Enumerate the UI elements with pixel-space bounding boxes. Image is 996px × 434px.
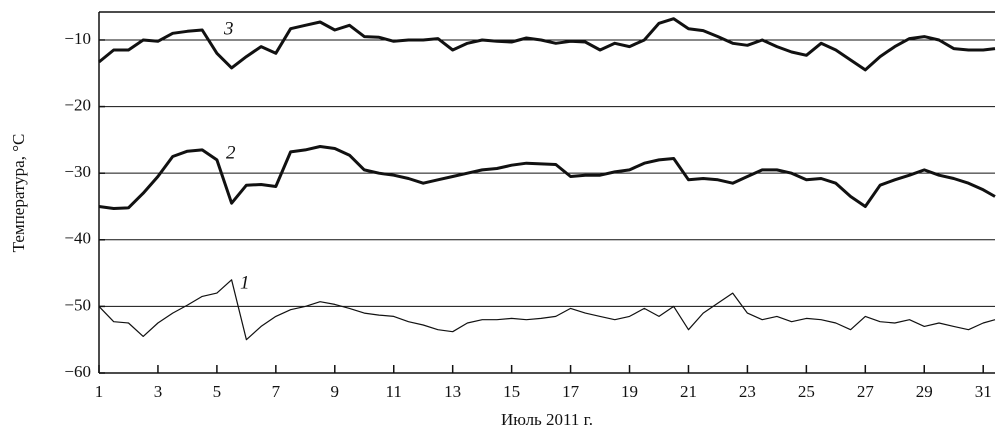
series-line — [98, 145, 996, 210]
y-tick-label: −10 — [64, 29, 91, 48]
x-axis-label: Июль 2011 г. — [501, 410, 593, 429]
series-line — [98, 17, 996, 72]
series-label: 2 — [226, 142, 236, 163]
x-tick-label: 25 — [798, 382, 815, 401]
x-tick-label: 3 — [154, 382, 163, 401]
y-tick-label: −60 — [64, 362, 91, 381]
x-tick-label: 1 — [95, 382, 104, 401]
x-tick-label: 29 — [916, 382, 933, 401]
x-tick-label: 5 — [213, 382, 222, 401]
x-tick-label: 17 — [562, 382, 580, 401]
x-tick-label: 21 — [680, 382, 697, 401]
y-tick-label: −20 — [64, 95, 91, 114]
x-tick-label: 13 — [444, 382, 461, 401]
series-label: 1 — [240, 272, 250, 293]
x-tick-label: 23 — [739, 382, 756, 401]
x-tick-label: 27 — [857, 382, 875, 401]
y-tick-label: −40 — [64, 229, 91, 248]
x-tick-label: 7 — [272, 382, 281, 401]
x-tick-label: 31 — [975, 382, 992, 401]
series-line — [98, 279, 996, 341]
x-tick-label: 19 — [621, 382, 638, 401]
y-tick-label: −30 — [64, 162, 91, 181]
x-tick-label: 15 — [503, 382, 520, 401]
series-label: 3 — [223, 18, 234, 39]
y-tick-label: −50 — [64, 295, 91, 314]
x-tick-label: 9 — [331, 382, 340, 401]
y-axis-label: Температура, °C — [9, 134, 28, 253]
x-tick-label: 11 — [386, 382, 402, 401]
